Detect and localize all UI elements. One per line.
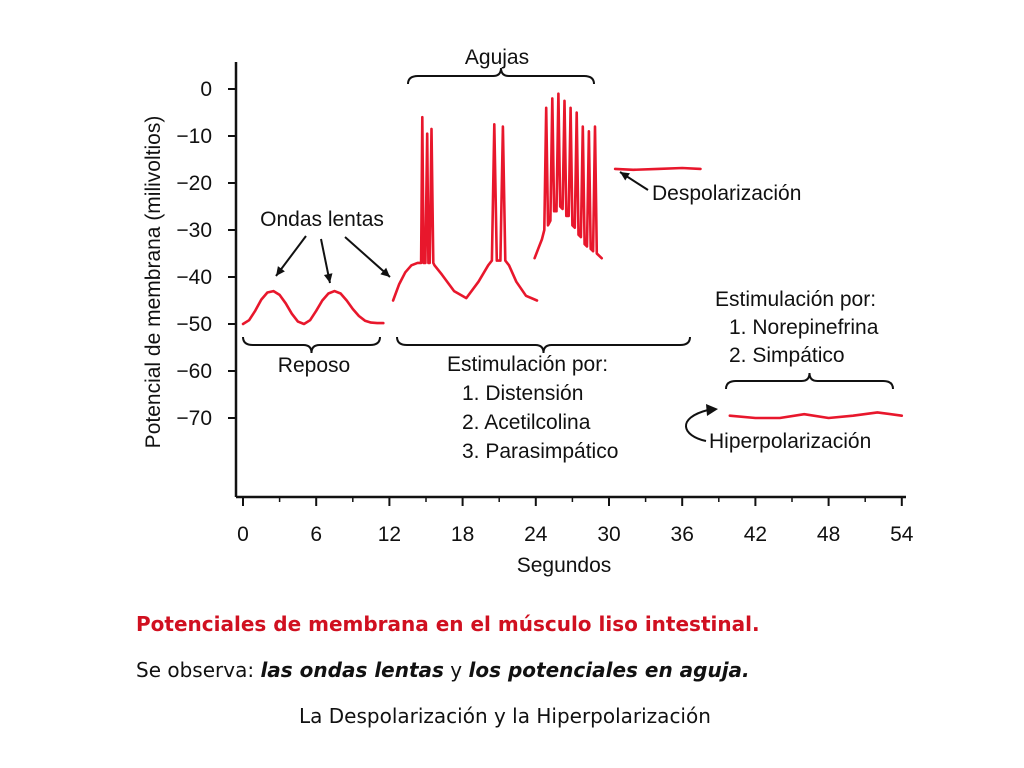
despolarizacion-arrow-head [620, 172, 630, 181]
stim-parasimp-brace [396, 336, 691, 354]
y-tick-label: 0 [200, 78, 212, 101]
caption-line2: Se observa: las ondas lentas y los poten… [136, 658, 750, 682]
series-group [241, 92, 904, 420]
y-tick-label: −10 [176, 125, 212, 148]
stim-simp-line-1: Estimulación por: [715, 288, 876, 311]
trace-series-4 [613, 166, 702, 172]
caption-emphasis-slow-waves: las ondas lentas [260, 658, 444, 682]
x-tick-label: 24 [524, 523, 548, 546]
trace-series-1 [241, 289, 385, 326]
membrane-potential-chart: 0 −10 −20 −30 −40 −50 −60 −70 0 6 12 18 24 30 36 42 48 54… [142, 46, 914, 577]
caption-emphasis-spike-potentials: los potenciales en aguja. [468, 658, 750, 682]
x-tick-label: 18 [451, 523, 474, 546]
stim-simp-line-3: 2. Simpático [729, 344, 845, 367]
x-tick-label: 0 [237, 523, 249, 546]
x-axis-title: Segundos [517, 554, 612, 577]
caption-line3: La Despolarización y la Hiperpolarizació… [299, 704, 711, 728]
ondas-lentas-arrow-2-head [323, 273, 333, 283]
hiperpolarizacion-arrow [685, 409, 709, 442]
stim-parasimp-line-1: Estimulación por: [447, 353, 608, 376]
ondas-lentas-arrow-1-head [276, 266, 285, 276]
x-tick-label: 12 [378, 523, 401, 546]
y-axis-title: Potencial de membrana (milivoltios) [142, 116, 165, 449]
agujas-label: Agujas [465, 46, 529, 69]
annotations: Agujas Ondas lentas Despolarización Reposo E… [242, 46, 894, 463]
trace-series-3 [533, 92, 604, 260]
y-tick-label: −60 [176, 360, 212, 383]
hiperpolarizacion-label: Hiperpolarización [709, 430, 871, 453]
hiperpolarizacion-arrow-head [706, 404, 718, 416]
x-tick-label: 42 [744, 523, 767, 546]
axes [228, 62, 906, 506]
y-tick-label: −70 [176, 407, 212, 430]
stim-parasimp-line-2: 1. Distensión [462, 382, 583, 405]
caption-line2-prefix: Se observa: [136, 658, 261, 682]
ondas-lentas-arrow-3 [344, 236, 391, 278]
despolarizacion-label: Despolarización [652, 182, 801, 205]
stim-parasimp-line-4: 3. Parasimpático [462, 440, 618, 463]
x-tick-label: 30 [597, 523, 620, 546]
x-tick-label: 48 [817, 523, 840, 546]
caption-title: Potenciales de membrana en el músculo li… [136, 612, 760, 636]
stim-parasimp-line-3: 2. Acetilcolina [462, 411, 591, 434]
y-tick-label: −40 [176, 266, 212, 289]
y-tick-label: −30 [176, 219, 212, 242]
x-tick-label: 36 [671, 523, 694, 546]
ondas-lentas-label: Ondas lentas [260, 208, 384, 231]
agujas-brace [407, 67, 595, 85]
trace-series-2 [391, 115, 539, 302]
trace-series-5 [728, 411, 904, 420]
tick-labels: 0 −10 −20 −30 −40 −50 −60 −70 0 6 12 18 24 30 36 42 48 54… [142, 78, 914, 577]
x-tick-label: 6 [310, 523, 322, 546]
reposo-label: Reposo [278, 354, 350, 377]
ondas-lentas-arrow-3-head [380, 267, 390, 277]
caption-line2-mid: y [443, 658, 469, 682]
stim-simp-brace [725, 372, 894, 390]
x-tick-label: 54 [890, 523, 914, 546]
reposo-brace [242, 336, 381, 354]
stim-simp-line-2: 1. Norepinefrina [729, 316, 879, 339]
y-tick-label: −20 [176, 172, 212, 195]
y-tick-label: −50 [176, 313, 212, 336]
